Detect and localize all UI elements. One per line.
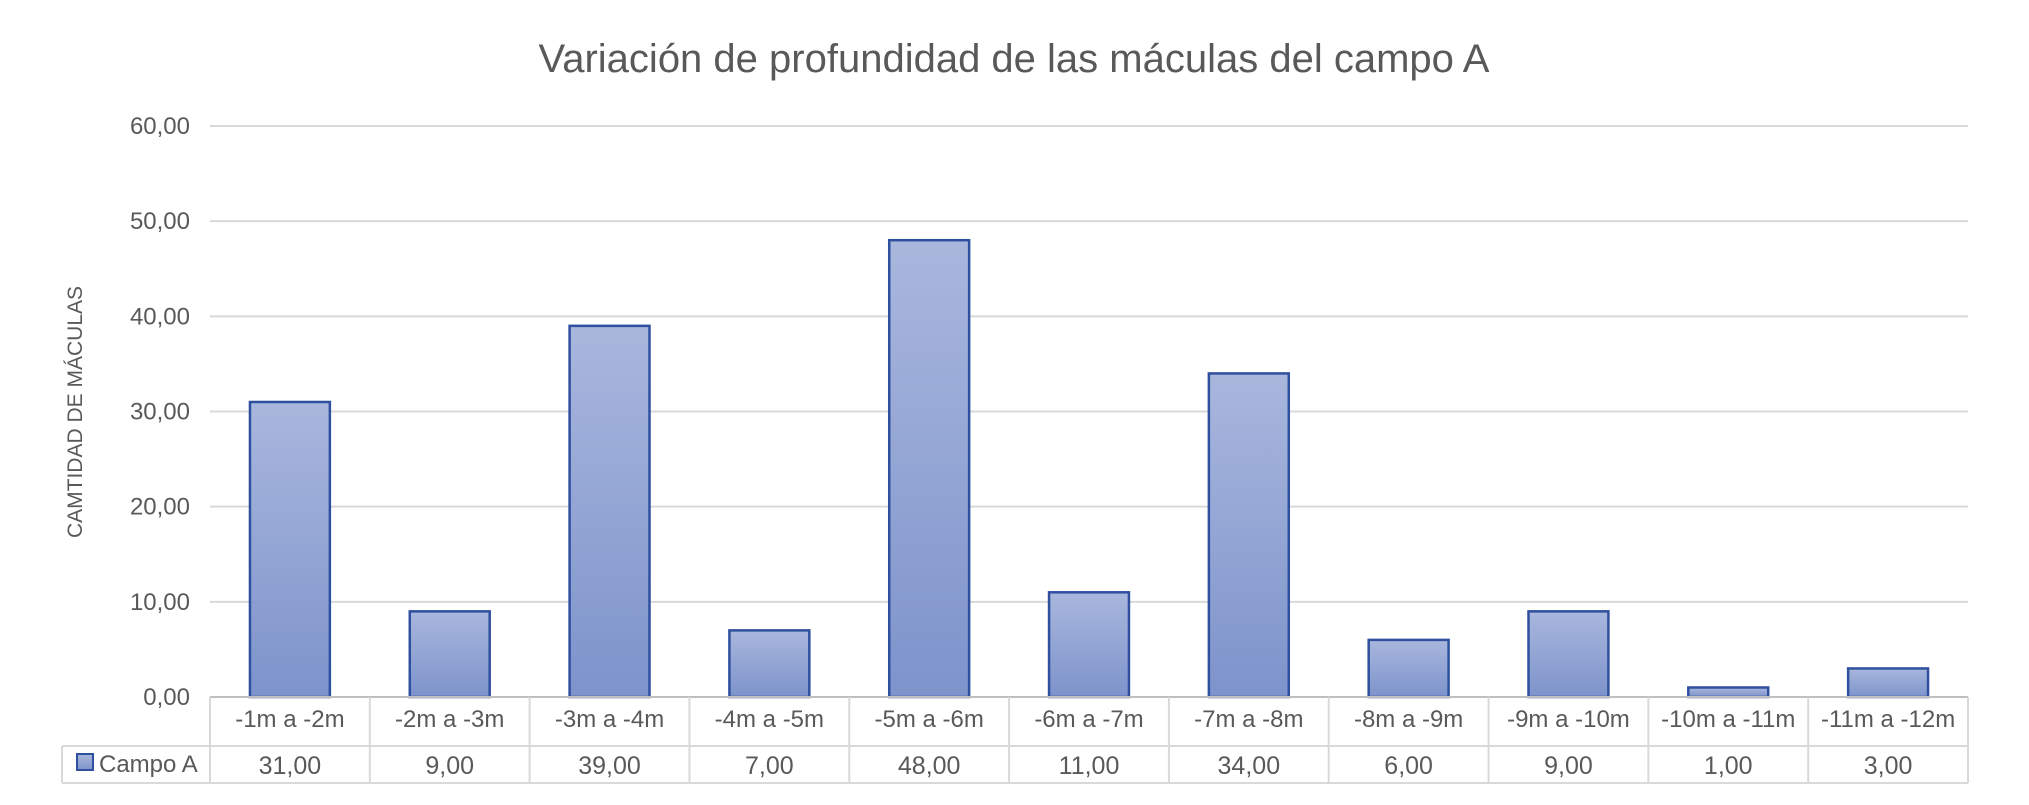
legend-swatch [76,753,94,771]
x-tick-label: -5m a -6m [875,706,984,733]
y-tick-label: 40,00 [130,303,190,330]
data-label: 31,00 [259,752,322,780]
data-label: 3,00 [1864,752,1913,780]
x-tick-label: -7m a -8m [1194,706,1303,733]
bar [568,324,651,699]
data-label: 34,00 [1218,752,1281,780]
bar [1207,372,1291,699]
y-tick-label: 60,00 [130,113,190,140]
bar [728,629,811,699]
x-tick-label: -1m a -2m [235,706,344,733]
legend-entry: Campo A [99,751,198,778]
x-tick-label: -4m a -5m [715,706,824,733]
bars [248,238,1930,699]
y-tick-label: 10,00 [130,589,190,616]
x-tick-label: -2m a -3m [395,706,504,733]
y-axis-label: CAMTIDAD DE MÁCULAS [64,286,87,538]
x-tick-label: -8m a -9m [1354,706,1463,733]
y-tick-label: 30,00 [130,399,190,426]
data-label: 1,00 [1704,752,1753,780]
x-tick-label: -10m a -11m [1661,706,1795,733]
x-tick-label: -3m a -4m [555,706,664,733]
bar [1527,610,1610,699]
data-table: -1m a -2m -2m a -3m -3m a -4m -4m a -5m -5m … [61,696,1969,784]
y-tick-label: 50,00 [130,208,190,235]
data-label: 39,00 [578,752,641,780]
y-axis-ticks: 0,00 10,00 20,00 30,00 40,00 50,00 60,00 [130,113,190,711]
data-label: 6,00 [1384,752,1433,780]
bar [1047,591,1131,699]
x-tick-label: -6m a -7m [1034,706,1143,733]
data-label: 11,00 [1059,752,1120,780]
bar [1367,638,1450,699]
x-tick-label: -11m a -12m [1821,706,1955,733]
data-label: 9,00 [1544,752,1593,780]
y-tick-label: 0,00 [143,684,190,711]
y-tick-label: 20,00 [130,494,190,521]
data-label: 7,00 [745,752,794,780]
bar [248,400,332,699]
bar [887,238,971,699]
bar [1846,667,1930,699]
data-label: 48,00 [898,752,961,780]
chart-title: Variación de profundidad de las máculas … [539,37,1490,81]
bar [408,610,491,699]
x-tick-label: -9m a -10m [1507,706,1630,733]
data-label: 9,00 [425,752,474,780]
gridlines [210,125,1968,603]
bar [1687,686,1770,699]
